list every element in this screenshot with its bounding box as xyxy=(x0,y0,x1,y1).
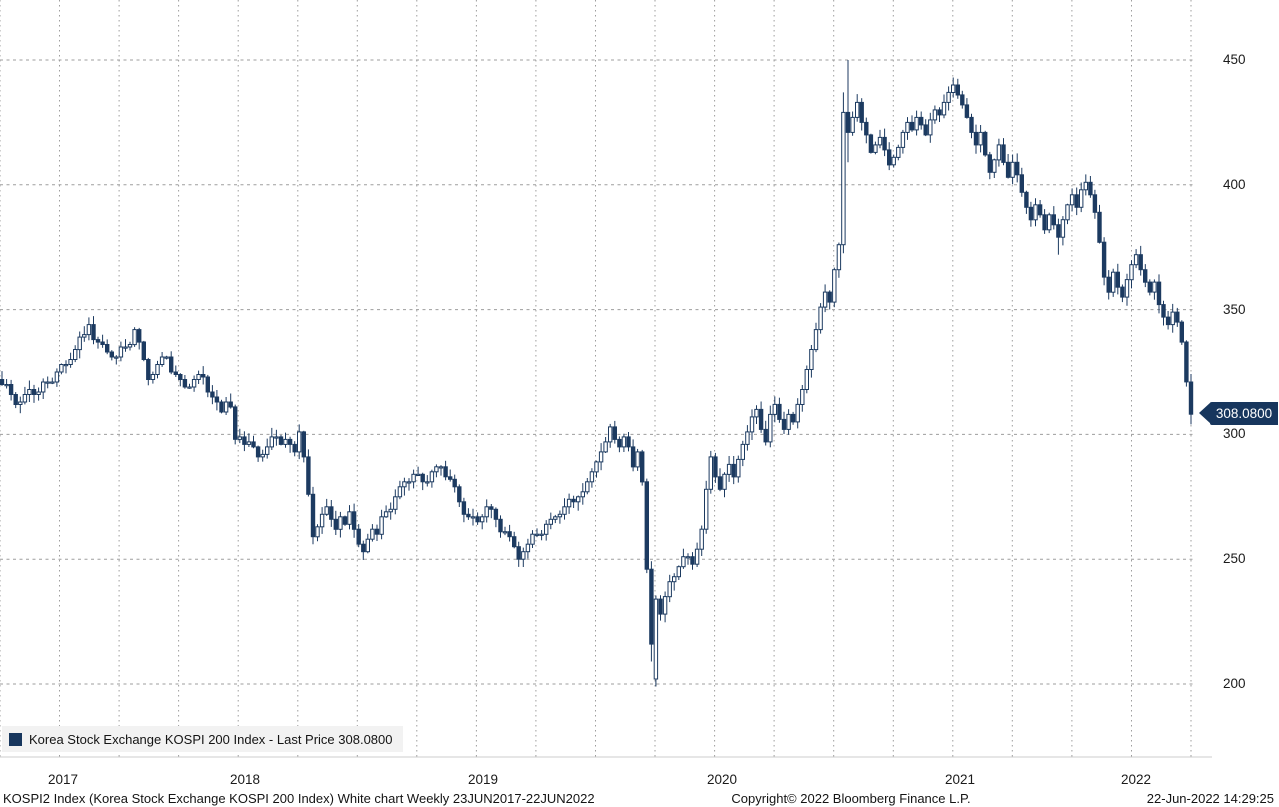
footer-timestamp: 22-Jun-2022 14:29:25 xyxy=(1146,791,1274,806)
footer-copyright: Copyright© 2022 Bloomberg Finance L.P. xyxy=(731,791,971,806)
y-tick-label: 400 xyxy=(1223,177,1246,192)
legend-label: Korea Stock Exchange KOSPI 200 Index - L… xyxy=(29,731,393,747)
y-tick-label: 450 xyxy=(1223,52,1246,67)
y-tick-label: 200 xyxy=(1223,676,1246,691)
x-year-label: 2021 xyxy=(944,772,976,787)
y-tick-label: 300 xyxy=(1223,426,1246,441)
x-year-label: 2017 xyxy=(47,772,79,787)
legend-item[interactable]: Korea Stock Exchange KOSPI 200 Index - L… xyxy=(2,726,403,752)
x-year-label: 2020 xyxy=(706,772,738,787)
footer-ticker-info: KOSPI2 Index (Korea Stock Exchange KOSPI… xyxy=(3,791,595,806)
x-year-label: 2022 xyxy=(1120,772,1152,787)
x-year-label: 2019 xyxy=(467,772,499,787)
badge-arrow-icon xyxy=(1199,402,1211,424)
y-tick-label: 250 xyxy=(1223,551,1246,566)
last-price-value: 308.0800 xyxy=(1210,402,1278,425)
y-tick-label: 350 xyxy=(1223,302,1246,317)
x-year-label: 2018 xyxy=(229,772,261,787)
last-price-badge: 308.0800 xyxy=(1199,402,1278,425)
candlestick-chart[interactable] xyxy=(0,0,1212,758)
series-swatch-icon xyxy=(9,732,22,746)
